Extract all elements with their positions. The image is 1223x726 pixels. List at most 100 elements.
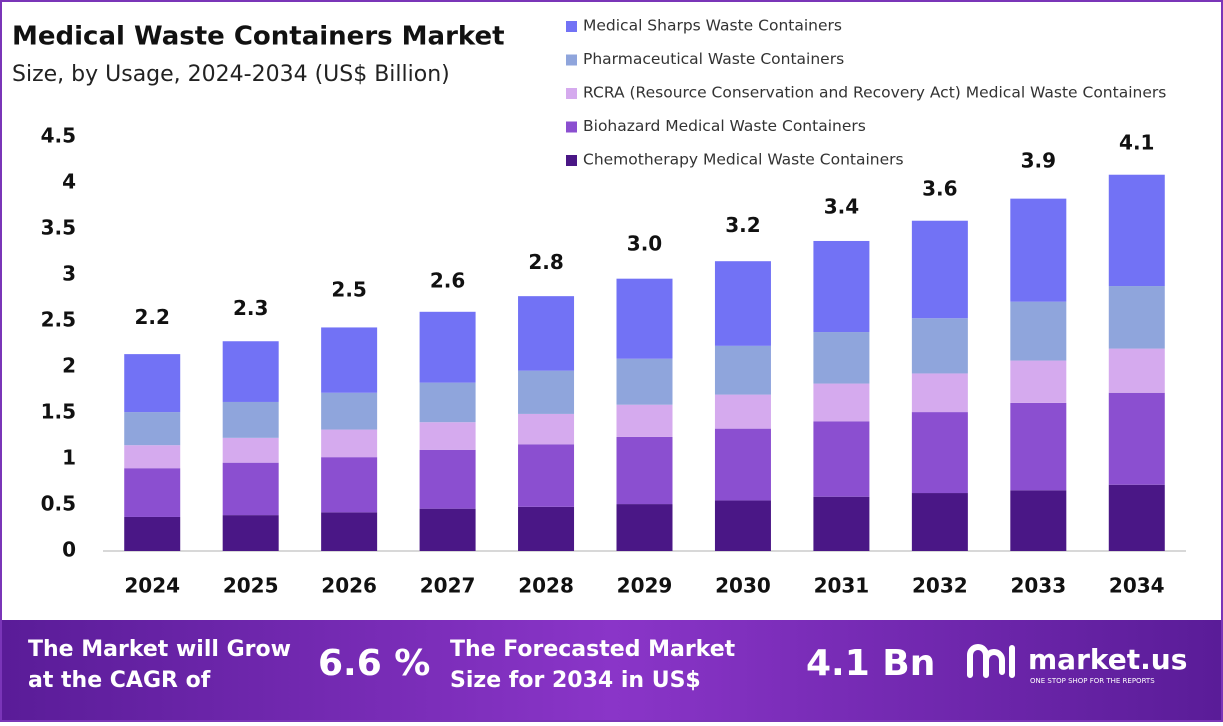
total-label: 2.6 [430,268,465,292]
bar-segment [518,444,575,507]
bar-segment [1108,286,1165,349]
total-label: 2.5 [331,278,366,302]
bar-segment [1108,392,1165,485]
forecast-value: 4.1 Bn [806,643,935,684]
legend-label: RCRA (Resource Conservation and Recovery… [583,84,1166,102]
bar-segment [518,370,575,414]
bar-segment [321,392,378,430]
y-tick-label: 4.5 [41,124,76,148]
total-label: 2.8 [528,250,563,274]
total-label: 4.1 [1119,130,1154,154]
bar-segment [1010,490,1067,551]
bar-segment [518,296,575,371]
bar-segment [911,220,968,319]
x-tick-label: 2025 [223,574,279,598]
bar-segment [616,436,673,505]
chart-title: Medical Waste Containers Market [12,22,505,52]
bar-segment [616,358,673,405]
legend-swatch [566,88,577,99]
bar-segment [1108,484,1165,551]
x-tick-label: 2031 [814,574,870,598]
legend-swatch [566,54,577,66]
legend-label: Chemotherapy Medical Waste Containers [583,151,904,169]
brand: market.us [1028,643,1187,676]
bar-segment [321,512,378,551]
footer-text: The Market will Grow [28,637,291,662]
bar-segment [124,412,181,446]
bar-segment [714,394,771,429]
bar-segment [1108,348,1165,393]
bar-segment [321,429,378,458]
total-label: 3.0 [627,232,662,256]
y-tick-label: 2 [62,354,76,378]
bar-segment [616,504,673,551]
chart-subtitle: Size, by Usage, 2024-2034 (US$ Billion) [12,62,450,87]
bar-segment [714,261,771,346]
bar-segment [518,506,575,551]
bar-segment [1108,174,1165,287]
bar-segment [911,412,968,494]
bar-segment [222,437,279,463]
bar-segment [813,240,870,333]
x-tick-label: 2028 [518,574,574,598]
x-tick-label: 2024 [124,574,180,598]
y-tick-label: 2.5 [41,308,76,332]
y-tick-label: 4 [62,170,76,194]
x-tick-label: 2027 [420,574,476,598]
tagline: ONE STOP SHOP FOR THE REPORTS [1030,677,1155,685]
bar-segment [124,445,181,469]
bar-segment [911,318,968,374]
bar-segment [124,516,181,551]
bar-segment [222,515,279,551]
bar-segment [321,457,378,513]
x-tick-label: 2030 [715,574,771,598]
bar-segment [419,382,476,423]
y-tick-label: 1.5 [41,400,76,424]
bar-segment [616,404,673,437]
bar-segment [222,401,279,438]
x-tick-label: 2026 [321,574,377,598]
bar-segment [616,278,673,359]
footer-text: Size for 2034 in US$ [450,668,701,693]
bar-segment [813,421,870,497]
footer-band [2,620,1221,720]
total-label: 2.3 [233,296,268,320]
x-tick-label: 2034 [1109,574,1165,598]
bar-segment [714,345,771,395]
bar-segment [222,462,279,516]
footer-text: at the CAGR of [28,668,211,693]
x-tick-label: 2033 [1010,574,1066,598]
x-tick-label: 2029 [617,574,673,598]
bar-segment [419,449,476,509]
total-label: 2.2 [135,305,170,329]
bar-segment [124,468,181,517]
bar-segment [714,428,771,501]
total-label: 3.4 [824,195,859,219]
y-tick-label: 0.5 [41,492,76,516]
bar-segment [124,354,181,413]
brand-logo [967,644,1015,678]
bar-segment [714,500,771,551]
bar-segment [813,332,870,384]
cagr-value: 6.6 % [318,643,430,684]
bar-segment [321,327,378,393]
y-tick-label: 1 [62,446,76,470]
legend-label: Medical Sharps Waste Containers [583,17,842,35]
bar-segment [1010,198,1067,302]
bar-segment [1010,360,1067,403]
total-label: 3.9 [1021,149,1056,173]
total-label: 3.6 [922,176,957,200]
bar-segment [419,508,476,551]
total-label: 3.2 [725,213,760,237]
bar-segment [419,311,476,383]
bar-segment [813,383,870,422]
bar-segment [911,493,968,551]
legend-label: Biohazard Medical Waste Containers [583,117,866,135]
y-tick-label: 0 [62,538,76,562]
legend-label: Pharmaceutical Waste Containers [583,50,844,68]
y-tick-label: 3 [62,262,76,286]
bar-segment [911,373,968,413]
bar-segment [222,341,279,402]
bar-segment [419,422,476,450]
